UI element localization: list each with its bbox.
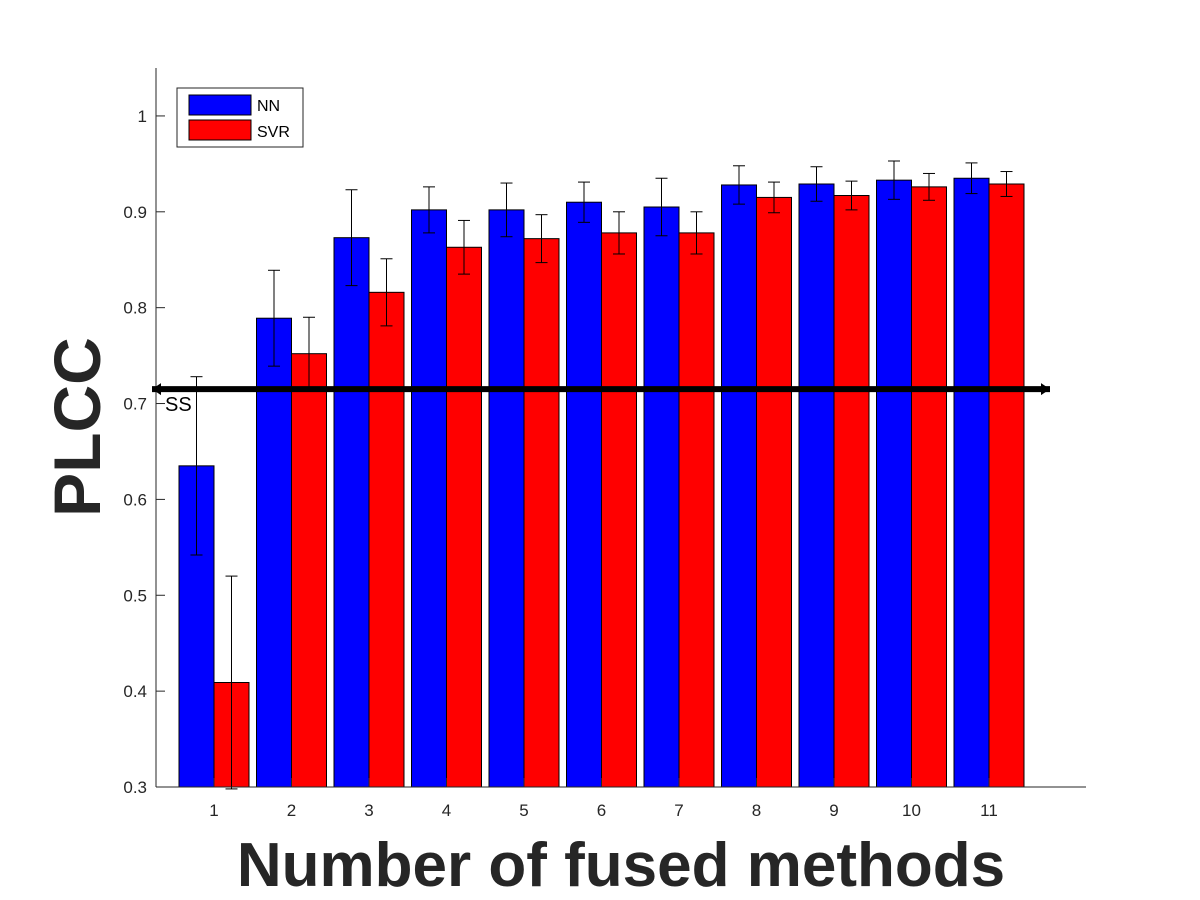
error-bar-svr-3 [380, 258, 393, 327]
error-bar-nn-11 [965, 162, 978, 195]
y-tick-label: 1 [138, 107, 147, 126]
bar-svr-5 [523, 238, 560, 788]
bar-svr-4 [446, 246, 482, 788]
bar-svr-7 [678, 232, 715, 788]
x-tick-label: 9 [829, 801, 838, 820]
error-bar-svr-11 [1000, 171, 1013, 197]
reference-line-layer: SS [152, 383, 1050, 416]
bar-svr-6 [601, 232, 637, 788]
x-tick-label: 10 [902, 801, 921, 820]
legend-label-svr: SVR [257, 124, 290, 141]
x-tick-label: 11 [980, 801, 998, 820]
bar-nn-6 [566, 201, 602, 788]
y-tick-label: 0.4 [123, 682, 147, 701]
error-bar-svr-5 [535, 214, 548, 264]
legend-swatch-svr [188, 119, 252, 141]
error-bar-nn-2 [268, 269, 280, 367]
x-tick-label: 5 [519, 801, 528, 820]
error-bar-svr-1 [225, 575, 238, 790]
x-axis-title: Number of fused methods [237, 831, 1005, 900]
bar-nn-7 [643, 206, 680, 788]
error-bar-svr-6 [613, 211, 625, 255]
error-bar-svr-4 [458, 219, 470, 275]
bar-nn-9 [798, 183, 835, 788]
x-tick-label: 4 [442, 801, 451, 820]
bar-svr-9 [833, 195, 870, 788]
x-tick-label: 6 [597, 801, 606, 820]
x-tick-label: 3 [364, 801, 373, 820]
error-bar-svr-10 [923, 172, 935, 201]
y-ticks-layer: 0.3 0.4 0.5 0.6 0.7 0.8 0.9 1 [123, 107, 165, 797]
error-bar-nn-4 [423, 186, 435, 234]
error-bar-svr-9 [845, 180, 858, 211]
error-bar-nn-8 [733, 165, 745, 205]
y-tick-label: 0.9 [123, 203, 147, 222]
x-tick-label: 1 [209, 801, 218, 820]
x-tick-label: 7 [674, 801, 683, 820]
error-bar-nn-9 [810, 166, 823, 202]
error-bar-nn-6 [578, 181, 590, 223]
bar-nn-4 [411, 209, 447, 788]
error-bar-nn-10 [888, 160, 900, 200]
x-ticks-layer: 1 2 3 4 5 6 7 8 9 10 11 [209, 778, 998, 820]
legend-label-nn: NN [257, 98, 280, 115]
error-bar-nn-5 [500, 182, 513, 238]
bar-nn-2 [256, 317, 292, 788]
reference-line-right-arrow [1041, 383, 1050, 396]
bar-nn-5 [488, 209, 525, 788]
y-tick-label: 0.3 [123, 778, 147, 797]
bar-svr-10 [911, 186, 947, 788]
y-tick-label: 0.8 [123, 299, 147, 318]
bar-svr-8 [756, 196, 792, 788]
bar-svr-3 [368, 291, 405, 788]
bar-svr-11 [988, 183, 1025, 788]
y-axis-title: PLCC [40, 337, 114, 517]
error-bars-layer [190, 160, 1013, 790]
error-bar-nn-1 [190, 376, 203, 556]
reference-line-left-arrow [152, 383, 161, 396]
x-tick-label: 8 [752, 801, 761, 820]
error-bar-nn-3 [345, 189, 358, 287]
y-tick-label: 0.6 [123, 490, 147, 509]
y-tick-label: 0.5 [123, 586, 147, 605]
y-tick-label: 0.7 [123, 395, 147, 414]
error-bar-nn-7 [655, 177, 668, 237]
bar-nn-11 [953, 177, 990, 788]
bar-nn-8 [721, 184, 757, 788]
bar-nn-10 [876, 179, 912, 788]
x-tick-label: 2 [287, 801, 296, 820]
bar-nn-3 [333, 237, 370, 788]
bar-svr-2 [291, 353, 327, 788]
bars-layer [178, 177, 1025, 788]
legend-swatch-nn [188, 94, 252, 116]
error-bar-svr-7 [690, 211, 703, 255]
axes-layer [155, 68, 1086, 788]
legend: NN SVR [176, 87, 304, 148]
error-bar-svr-8 [768, 181, 780, 214]
reference-line-label: SS [165, 394, 192, 416]
